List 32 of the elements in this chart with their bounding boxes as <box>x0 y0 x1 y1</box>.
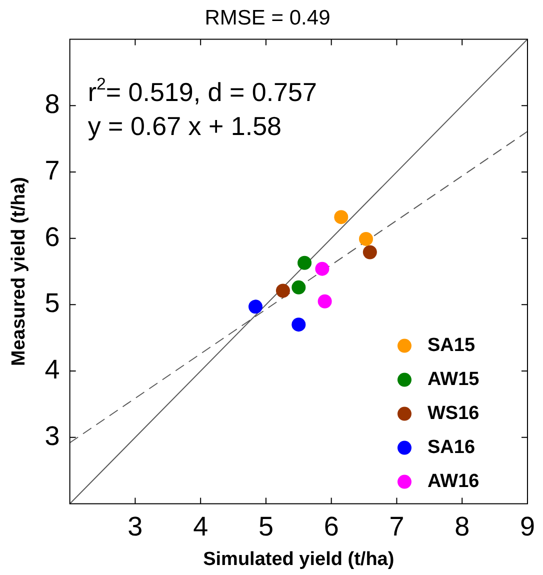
x-axis-title: Simulated yield (t/ha) <box>203 548 394 570</box>
point <box>298 256 312 270</box>
legend-label: SA15 <box>427 335 476 356</box>
point <box>362 245 377 260</box>
point <box>318 294 332 308</box>
point <box>248 300 262 314</box>
y-tick-label: 5 <box>44 288 60 318</box>
chart-title: RMSE = 0.49 <box>204 6 330 30</box>
legend-label: WS16 <box>427 403 480 424</box>
y-tick-label: 3 <box>44 420 60 451</box>
y-tick-label: 8 <box>44 89 60 120</box>
point <box>276 284 290 298</box>
x-tick-label: 6 <box>324 511 339 542</box>
x-tick-label: 9 <box>520 511 536 542</box>
x-tick-label: 8 <box>454 511 470 542</box>
y-tick-label: 7 <box>44 155 60 186</box>
x-tick-label: 7 <box>389 511 404 542</box>
y-tick-label: 4 <box>44 354 60 385</box>
x-tick-label: 4 <box>193 511 208 542</box>
point <box>292 280 306 294</box>
point <box>359 232 373 246</box>
y-axis-title: Measured yield (t/ha) <box>8 177 30 366</box>
legend-label: AW16 <box>427 471 480 492</box>
y-tick-label: 6 <box>44 222 60 252</box>
point <box>292 318 306 332</box>
x-tick-label: 5 <box>258 511 274 542</box>
legend-label: AW15 <box>427 369 480 390</box>
annotation: y = 0.67 x + 1.58 <box>88 111 282 142</box>
point <box>334 210 348 224</box>
x-tick-label: 3 <box>128 511 143 542</box>
point <box>315 262 330 276</box>
legend-label: SA16 <box>427 437 476 458</box>
